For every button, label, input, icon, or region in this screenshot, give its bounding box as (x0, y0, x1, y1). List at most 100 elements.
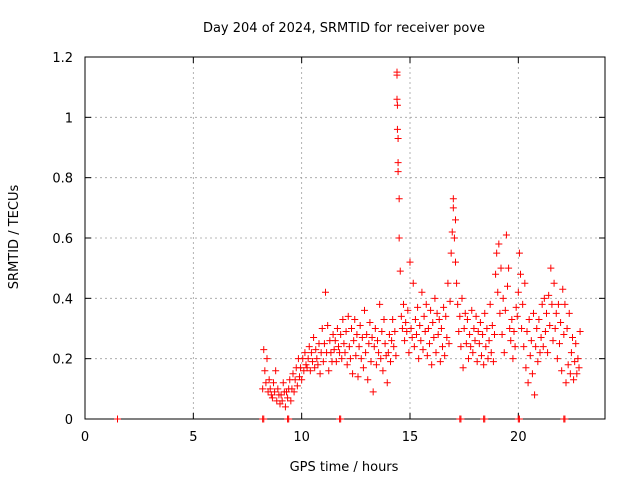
data-point (539, 343, 547, 351)
x-axis-label: GPS time / hours (290, 460, 399, 475)
data-point (330, 346, 338, 354)
data-point (524, 379, 532, 387)
data-point (479, 331, 487, 339)
data-point (450, 234, 458, 242)
data-point (540, 294, 548, 302)
data-point (297, 364, 305, 372)
data-point (461, 309, 469, 317)
data-point (475, 340, 483, 348)
data-point (545, 291, 553, 299)
data-point (403, 328, 411, 336)
data-point (314, 361, 322, 369)
data-point (527, 337, 535, 345)
data-point (423, 352, 431, 360)
data-point (307, 349, 315, 357)
data-point (485, 337, 493, 345)
data-point (566, 370, 574, 378)
data-point (392, 352, 400, 360)
data-point (388, 337, 396, 345)
data-point (569, 334, 576, 342)
data-point (402, 318, 410, 326)
data-point (266, 385, 274, 393)
data-point (358, 334, 366, 342)
data-point (482, 343, 490, 351)
x-tick-label: 15 (402, 430, 419, 445)
data-point (368, 334, 376, 342)
data-point (543, 309, 550, 317)
y-tick-label: 0.8 (52, 172, 73, 187)
data-point (452, 258, 459, 266)
data-point (421, 328, 429, 336)
data-point (574, 355, 582, 363)
data-point (457, 415, 465, 423)
data-point (439, 343, 446, 351)
data-point (353, 331, 361, 339)
data-point (567, 349, 575, 357)
data-point (526, 352, 534, 360)
data-point (293, 382, 301, 390)
data-point (290, 388, 298, 396)
data-point (350, 337, 358, 345)
data-point (435, 315, 443, 323)
chart-title: Day 204 of 2024, SRMTID for receiver pov… (203, 21, 485, 36)
data-point (369, 388, 377, 396)
data-point (309, 358, 316, 366)
data-point (376, 300, 384, 308)
data-point (285, 415, 293, 423)
data-point (463, 315, 471, 323)
data-point (474, 328, 482, 336)
data-point (552, 309, 560, 317)
data-point (302, 361, 310, 369)
data-point (391, 328, 399, 336)
data-point (525, 315, 533, 323)
data-point (459, 364, 467, 372)
data-point (363, 331, 371, 339)
data-point (495, 240, 503, 248)
data-point (272, 367, 280, 375)
data-point (424, 325, 432, 332)
data-point (544, 349, 552, 357)
data-point (556, 340, 563, 348)
data-point (431, 294, 439, 302)
data-point (408, 334, 416, 342)
data-point (385, 331, 393, 339)
data-point (415, 355, 423, 363)
data-point (508, 315, 516, 323)
data-point (532, 343, 540, 351)
data-point (300, 367, 308, 375)
data-point (387, 358, 394, 366)
data-point (395, 195, 403, 203)
data-point (478, 352, 485, 360)
data-point (364, 376, 372, 384)
data-point (338, 355, 346, 363)
data-point (365, 340, 373, 348)
data-point (449, 204, 457, 212)
data-point (260, 415, 268, 423)
x-tick-label: 0 (81, 430, 89, 445)
data-point (554, 300, 562, 308)
data-point (505, 264, 513, 272)
data-point (393, 71, 401, 79)
data-point (553, 355, 561, 363)
data-point (507, 337, 515, 345)
data-point (341, 349, 349, 357)
data-point (443, 334, 451, 342)
data-point (417, 337, 425, 345)
data-point (523, 328, 531, 336)
data-point (416, 321, 424, 329)
data-point (355, 343, 363, 351)
data-point (465, 355, 472, 363)
data-point (457, 343, 465, 351)
data-point (530, 309, 537, 317)
data-point (319, 358, 327, 366)
data-point (404, 306, 412, 314)
data-point (270, 379, 277, 387)
data-point (289, 370, 297, 378)
data-point (348, 325, 355, 332)
data-point (563, 325, 571, 332)
data-point (344, 312, 352, 320)
data-point (521, 279, 529, 287)
data-point (324, 321, 332, 329)
data-point (281, 403, 289, 411)
